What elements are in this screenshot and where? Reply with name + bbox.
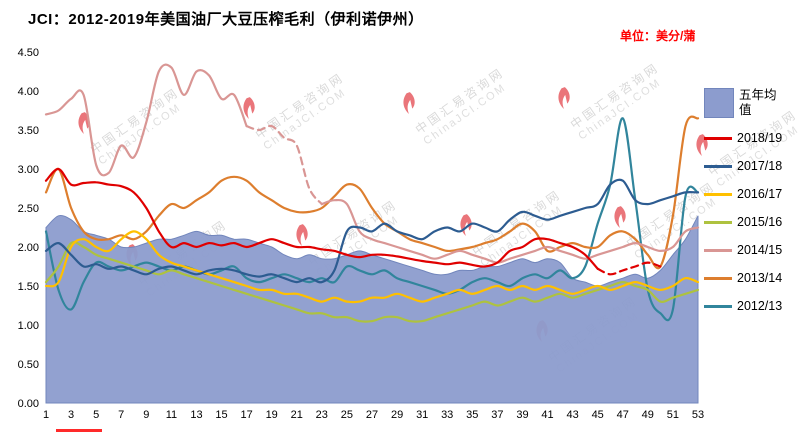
legend-item-2016-17: 2016/17	[704, 187, 806, 202]
y-axis-tick-label: 3.50	[18, 125, 39, 137]
x-axis-tick-label: 35	[466, 409, 478, 421]
legend-item-2013-14: 2013/14	[704, 271, 806, 286]
x-axis-tick-label: 31	[416, 409, 428, 421]
legend-swatch-five-year-avg	[704, 88, 734, 118]
x-axis-tick-label: 43	[566, 409, 578, 421]
y-axis-tick-label: 1.50	[18, 281, 39, 293]
y-axis-tick-label: 0.00	[18, 398, 39, 410]
x-axis-tick-label: 13	[190, 409, 202, 421]
legend-swatch-2015-16	[704, 221, 732, 224]
y-axis-tick-label: 3.00	[18, 164, 39, 176]
jci-logo-icon	[296, 224, 308, 247]
x-axis-tick-label: 33	[441, 409, 453, 421]
x-axis-tick-label: 15	[215, 409, 227, 421]
y-axis-tick-label: 2.50	[18, 203, 39, 215]
jci-logo-icon	[614, 206, 626, 229]
legend-label-five-year-avg: 五年均值	[739, 88, 777, 117]
legend-label-2017-18: 2017/18	[737, 159, 783, 173]
legend-item-2018-19: 2018/19	[704, 131, 806, 146]
bottom-red-marker	[56, 429, 102, 432]
x-axis-tick-label: 11	[166, 409, 177, 421]
x-axis-tick-label: 7	[118, 409, 124, 421]
legend-label-2015-16: 2015/16	[737, 215, 783, 229]
x-axis-tick-label: 45	[592, 409, 604, 421]
x-axis-tick-label: 19	[266, 409, 278, 421]
legend-item-2017-18: 2017/18	[704, 159, 806, 174]
x-axis-tick-label: 49	[642, 409, 654, 421]
legend-item-five-year-avg: 五年均值	[704, 88, 806, 118]
jci-logo-icon	[78, 112, 90, 135]
x-axis-tick-label: 29	[391, 409, 403, 421]
x-axis-tick-label: 9	[143, 409, 149, 421]
y-axis-tick-label: 1.00	[18, 320, 39, 332]
legend-label-2013-14: 2013/14	[737, 271, 783, 285]
y-axis-tick-label: 4.50	[18, 47, 39, 59]
series-2013-14	[44, 115, 700, 270]
legend-swatch-2016-17	[704, 193, 732, 196]
legend-label-2018-19: 2018/19	[737, 131, 783, 145]
x-axis-tick-label: 37	[491, 409, 503, 421]
x-axis-tick-label: 17	[240, 409, 252, 421]
legend-label-2016-17: 2016/17	[737, 187, 783, 201]
legend-item-2015-16: 2015/16	[704, 215, 806, 230]
jci-logo-icon	[558, 87, 570, 110]
x-axis-tick-label: 41	[541, 409, 553, 421]
legend-swatch-2018-19	[704, 137, 732, 140]
chart-legend: 五年均值 2018/19 2017/18 2016/17 2015/16 2014/15 2…	[704, 88, 806, 327]
series-2018-19	[596, 261, 662, 276]
legend-swatch-2012-13	[704, 305, 732, 308]
legend-item-2012-13: 2012/13	[704, 299, 806, 314]
x-axis-tick-label: 21	[291, 409, 303, 421]
x-axis-tick-label: 1	[43, 409, 49, 421]
legend-swatch-2014-15	[704, 249, 732, 252]
legend-swatch-2017-18	[704, 165, 732, 168]
legend-swatch-2013-14	[704, 277, 732, 280]
x-axis-tick-label: 23	[316, 409, 328, 421]
x-axis-tick-label: 27	[366, 409, 378, 421]
y-axis-tick-label: 2.00	[18, 242, 39, 254]
x-axis-tick-label: 51	[667, 409, 679, 421]
chart-title: JCI：2012-2019年美国油厂大豆压榨毛利（伊利诺伊州）	[28, 11, 424, 28]
series-2015-16	[44, 240, 700, 323]
series-2014-15	[320, 198, 700, 264]
legend-item-2014-15: 2014/15	[704, 243, 806, 258]
x-axis-tick-label: 25	[341, 409, 353, 421]
legend-label-2014-15: 2014/15	[737, 243, 783, 257]
unit-label: 单位：美分/蒲	[620, 29, 696, 43]
x-axis-tick-label: 53	[692, 409, 704, 421]
x-axis-tick-label: 47	[617, 409, 629, 421]
series-2014-15	[245, 124, 323, 206]
y-axis-tick-label: 4.00	[18, 86, 39, 98]
y-axis-tick-label: 0.50	[18, 359, 39, 371]
series-five-year-avg	[45, 214, 699, 404]
x-axis-tick-label: 39	[516, 409, 528, 421]
series-2017-18	[44, 178, 700, 284]
series-2012-13	[44, 117, 700, 322]
x-axis-tick-label: 3	[68, 409, 74, 421]
series-2016-17	[44, 230, 700, 304]
jci-logo-icon	[243, 97, 255, 120]
legend-label-2012-13: 2012/13	[737, 299, 783, 313]
jci-logo-icon	[403, 92, 415, 115]
series-2018-19	[44, 167, 599, 270]
series-2014-15	[44, 63, 248, 177]
x-axis-tick-label: 5	[93, 409, 99, 421]
